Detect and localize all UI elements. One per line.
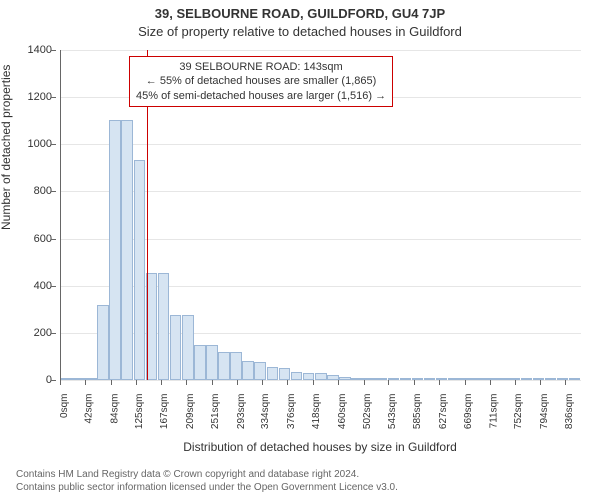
- y-tick-mark: [51, 380, 56, 381]
- gridline: [61, 144, 581, 145]
- histogram-bar: [242, 361, 254, 380]
- x-tick-label: 752sqm: [513, 394, 524, 430]
- x-tick-label: 209sqm: [185, 394, 196, 430]
- histogram-bar: [158, 273, 170, 380]
- annotation-line: 39 SELBOURNE ROAD: 143sqm: [136, 60, 386, 74]
- x-tick-label: 251sqm: [210, 394, 221, 430]
- y-tick-mark: [51, 50, 56, 51]
- histogram-bar: [303, 373, 315, 380]
- y-tick-mark: [51, 286, 56, 287]
- x-tick-label: 502sqm: [362, 394, 373, 430]
- x-tick-mark: [490, 380, 491, 385]
- x-tick-mark: [465, 380, 466, 385]
- y-tick-labels: 0200400600800100012001400: [0, 50, 56, 380]
- histogram-bar: [218, 352, 230, 380]
- x-tick-label: 0sqm: [59, 394, 70, 418]
- plot-area: 39 SELBOURNE ROAD: 143sqm← 55% of detach…: [60, 50, 581, 381]
- x-tick-label: 543sqm: [387, 394, 398, 430]
- x-tick-mark: [161, 380, 162, 385]
- x-tick-label: 627sqm: [438, 394, 449, 430]
- x-tick-label: 376sqm: [286, 394, 297, 430]
- x-tick-label: 334sqm: [260, 394, 271, 430]
- histogram-bar: [109, 120, 121, 380]
- histogram-bar: [170, 315, 182, 380]
- gridline: [61, 50, 581, 51]
- histogram-bar: [206, 345, 218, 380]
- x-tick-label: 669sqm: [463, 394, 474, 430]
- x-tick-mark: [186, 380, 187, 385]
- histogram-bar: [279, 368, 291, 380]
- x-tick-label: 836sqm: [564, 394, 575, 430]
- x-tick-mark: [364, 380, 365, 385]
- x-tick-label: 794sqm: [539, 394, 550, 430]
- histogram-bar: [315, 373, 327, 380]
- chart-title-line2: Size of property relative to detached ho…: [0, 24, 600, 39]
- x-tick-label: 418sqm: [311, 394, 322, 430]
- y-tick-label: 1000: [28, 138, 52, 150]
- x-tick-mark: [313, 380, 314, 385]
- histogram-bar: [267, 367, 279, 380]
- x-tick-mark: [85, 380, 86, 385]
- y-tick-label: 1400: [28, 44, 52, 56]
- x-tick-label: 460sqm: [337, 394, 348, 430]
- y-tick-mark: [51, 191, 56, 192]
- x-tick-mark: [540, 380, 541, 385]
- chart-title-line1: 39, SELBOURNE ROAD, GUILDFORD, GU4 7JP: [0, 6, 600, 21]
- y-tick-mark: [51, 144, 56, 145]
- y-tick-label: 800: [34, 185, 52, 197]
- x-tick-labels: 0sqm 42sqm 84sqm 125sqm 167sqm 209sqm 251sqm 29…: [60, 380, 580, 440]
- y-tick-mark: [51, 97, 56, 98]
- x-tick-mark: [111, 380, 112, 385]
- x-tick-label: 585sqm: [412, 394, 423, 430]
- histogram-bar: [97, 305, 109, 380]
- x-tick-mark: [237, 380, 238, 385]
- histogram-bar: [230, 352, 242, 380]
- y-tick-label: 200: [34, 327, 52, 339]
- x-tick-label: 167sqm: [159, 394, 170, 430]
- histogram-bar: [291, 372, 303, 380]
- x-tick-mark: [439, 380, 440, 385]
- x-tick-mark: [262, 380, 263, 385]
- y-tick-label: 400: [34, 280, 52, 292]
- x-tick-mark: [287, 380, 288, 385]
- x-tick-label: 293sqm: [236, 394, 247, 430]
- x-tick-label: 711sqm: [488, 394, 499, 429]
- footer-line1: Contains HM Land Registry data © Crown c…: [16, 468, 398, 481]
- x-tick-mark: [515, 380, 516, 385]
- x-tick-mark: [388, 380, 389, 385]
- y-tick-label: 1200: [28, 91, 52, 103]
- y-tick-mark: [51, 333, 56, 334]
- histogram-bar: [182, 315, 194, 380]
- histogram-bar: [254, 362, 266, 380]
- annotation-box: 39 SELBOURNE ROAD: 143sqm← 55% of detach…: [129, 56, 393, 107]
- x-tick-mark: [60, 380, 61, 385]
- footer-line2: Contains public sector information licen…: [16, 481, 398, 494]
- footer-attribution: Contains HM Land Registry data © Crown c…: [16, 468, 398, 494]
- annotation-line: 45% of semi-detached houses are larger (…: [136, 89, 386, 103]
- x-tick-mark: [136, 380, 137, 385]
- x-axis-label: Distribution of detached houses by size …: [60, 440, 580, 454]
- y-tick-label: 600: [34, 233, 52, 245]
- x-tick-label: 125sqm: [134, 394, 145, 430]
- histogram-bar: [121, 120, 133, 380]
- x-tick-mark: [338, 380, 339, 385]
- chart-container: 39, SELBOURNE ROAD, GUILDFORD, GU4 7JP S…: [0, 0, 600, 500]
- histogram-bar: [134, 160, 146, 380]
- x-tick-mark: [212, 380, 213, 385]
- x-tick-mark: [565, 380, 566, 385]
- annotation-line: ← 55% of detached houses are smaller (1,…: [136, 74, 386, 88]
- histogram-bar: [194, 345, 206, 380]
- y-tick-mark: [51, 239, 56, 240]
- x-tick-label: 84sqm: [109, 394, 120, 424]
- x-tick-label: 42sqm: [84, 394, 95, 424]
- x-tick-mark: [414, 380, 415, 385]
